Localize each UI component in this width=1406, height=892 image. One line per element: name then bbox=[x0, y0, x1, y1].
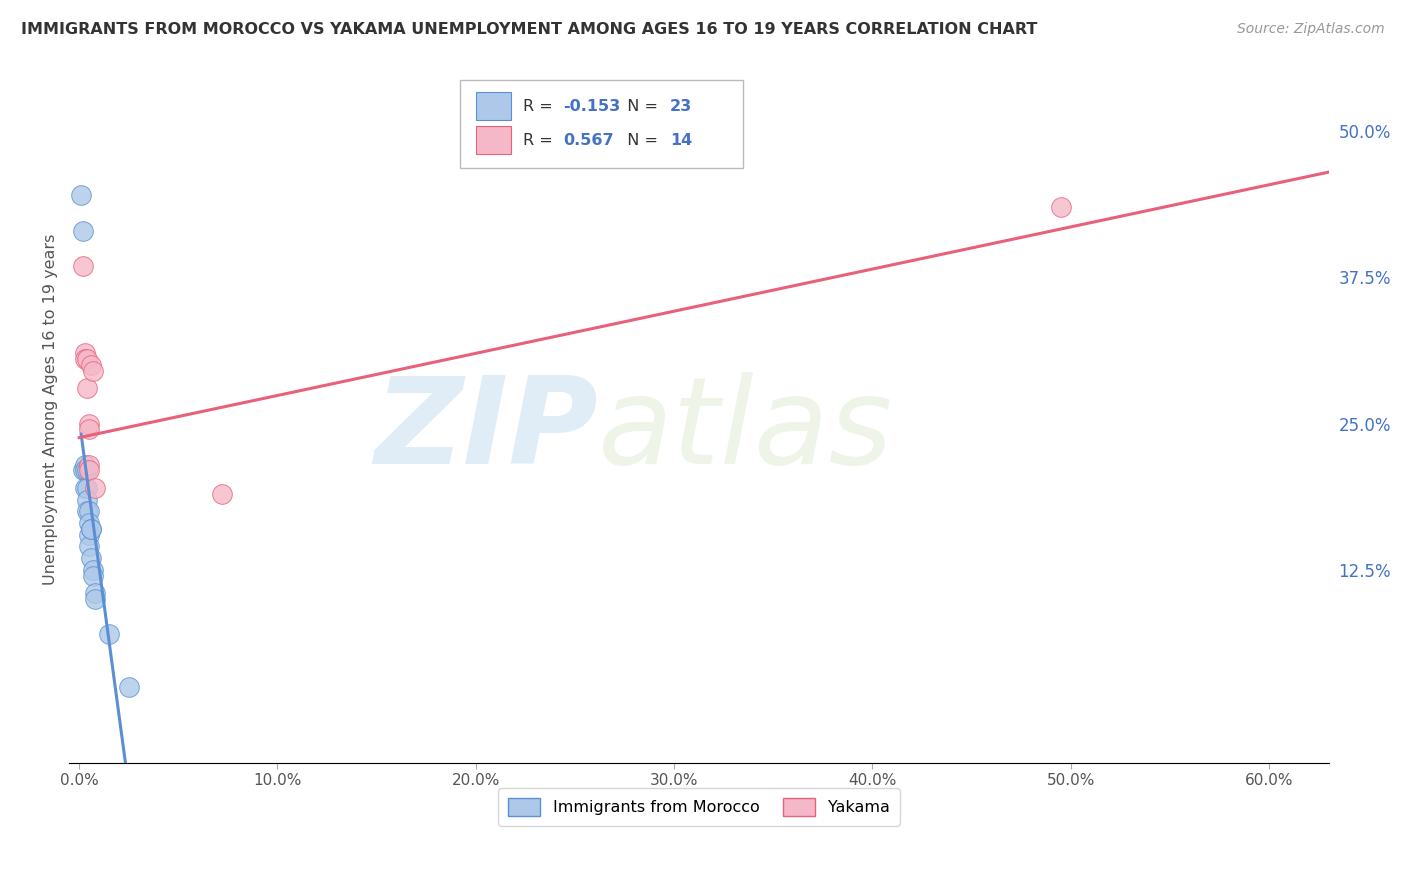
Point bbox=[76, 492, 98, 507]
Point bbox=[80, 522, 103, 536]
Point bbox=[76, 463, 98, 477]
Point bbox=[75, 463, 97, 477]
Point bbox=[77, 516, 100, 530]
Point bbox=[75, 458, 97, 472]
Text: 0.567: 0.567 bbox=[562, 133, 613, 147]
Point bbox=[84, 481, 107, 495]
Point bbox=[72, 463, 94, 477]
Point bbox=[77, 458, 100, 472]
Point bbox=[82, 563, 104, 577]
Y-axis label: Unemployment Among Ages 16 to 19 years: Unemployment Among Ages 16 to 19 years bbox=[44, 234, 58, 584]
Point bbox=[75, 481, 97, 495]
Point bbox=[72, 259, 94, 273]
Legend: Immigrants from Morocco, Yakama: Immigrants from Morocco, Yakama bbox=[498, 788, 900, 826]
Point bbox=[77, 504, 100, 518]
Point bbox=[82, 364, 104, 378]
Point bbox=[75, 346, 97, 360]
Point bbox=[77, 527, 100, 541]
Point bbox=[76, 352, 98, 367]
Point bbox=[97, 627, 120, 641]
Text: 23: 23 bbox=[671, 99, 692, 113]
Text: N =: N = bbox=[617, 133, 664, 147]
Point bbox=[76, 481, 98, 495]
Text: ZIP: ZIP bbox=[374, 372, 598, 489]
Point bbox=[82, 568, 104, 582]
Point bbox=[84, 592, 107, 607]
Point bbox=[80, 551, 103, 566]
Point bbox=[72, 224, 94, 238]
Point bbox=[76, 382, 98, 396]
Text: 14: 14 bbox=[671, 133, 692, 147]
Text: R =: R = bbox=[523, 99, 558, 113]
Point bbox=[84, 586, 107, 600]
Text: IMMIGRANTS FROM MOROCCO VS YAKAMA UNEMPLOYMENT AMONG AGES 16 TO 19 YEARS CORRELA: IMMIGRANTS FROM MOROCCO VS YAKAMA UNEMPL… bbox=[21, 22, 1038, 37]
Point bbox=[77, 422, 100, 436]
Text: Source: ZipAtlas.com: Source: ZipAtlas.com bbox=[1237, 22, 1385, 37]
Point bbox=[77, 540, 100, 554]
Point bbox=[80, 358, 103, 372]
Point bbox=[118, 680, 141, 694]
Point bbox=[75, 352, 97, 367]
Point bbox=[77, 463, 100, 477]
Text: -0.153: -0.153 bbox=[562, 99, 620, 113]
Bar bbox=[477, 126, 512, 154]
Point bbox=[211, 487, 233, 501]
Point bbox=[80, 522, 103, 536]
Text: R =: R = bbox=[523, 133, 562, 147]
Point bbox=[1050, 200, 1073, 214]
Point bbox=[77, 417, 100, 431]
FancyBboxPatch shape bbox=[460, 80, 742, 169]
Text: N =: N = bbox=[617, 99, 664, 113]
Text: atlas: atlas bbox=[598, 372, 894, 489]
Point bbox=[70, 188, 93, 202]
Point bbox=[76, 504, 98, 518]
Bar bbox=[477, 92, 512, 120]
